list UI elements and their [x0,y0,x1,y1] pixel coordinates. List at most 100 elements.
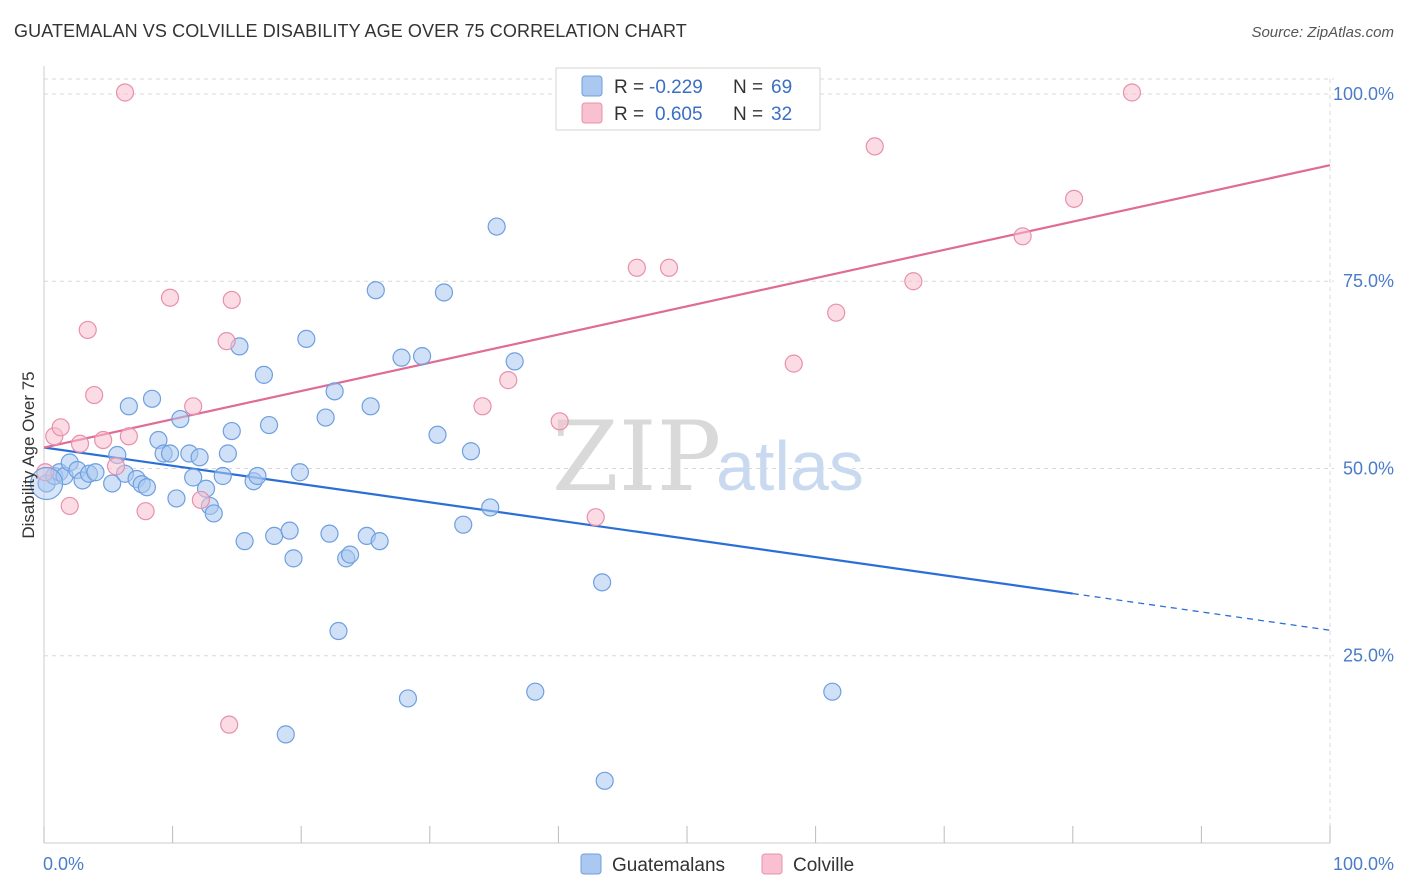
guatemalan-point-59 [461,442,481,461]
legend-n-label-2: N = [733,104,763,125]
colville-point-21 [586,508,605,527]
colville-point-18 [473,397,492,416]
y-tick-label-1: 50.0% [1343,458,1394,478]
guatemalan-point-50 [361,397,380,416]
colville-point-3 [60,496,79,516]
guatemalan-point-65 [595,771,614,790]
grid-lines [44,78,1334,843]
guatemalan-point-45 [325,382,344,401]
legend-n-label-1: N = [733,77,763,98]
colville-point-22 [627,258,646,277]
guatemalan-point-30 [222,421,241,441]
guatemalan-point-20 [167,489,186,508]
legend-n-value-2: 32 [771,104,792,125]
colville-point-11 [115,83,135,102]
watermark-atlas: atlas [716,427,864,505]
guatemalan-point-19 [160,444,180,463]
guatemalan-point-16 [142,389,162,408]
x-tick-label-max: 100.0% [1333,854,1394,874]
legend-r-label-1: R = [614,77,644,98]
colville-point-2 [51,418,70,437]
guatemalan-point-41 [290,463,310,482]
colville-point-27 [904,272,923,291]
colville-trend-line [43,164,1331,449]
guatemalan-point-9 [103,474,122,493]
colville-point-16 [222,290,241,310]
legend-r-value-1: -0.229 [649,77,703,98]
guatemalan-point-40 [284,549,303,568]
colville-point-17 [220,715,239,734]
legend-swatch-guatemalans [581,75,603,97]
guatemalan-point-44 [320,524,339,543]
chart-title: GUATEMALAN VS COLVILLE DISABILITY AGE OV… [14,21,687,41]
colville-point-10 [136,502,155,521]
colville-point-19 [499,371,518,390]
colville-point-9 [119,427,138,446]
guatemalan-point-8 [86,463,105,482]
colville-point-6 [85,385,104,405]
guatemalan-point-53 [392,348,411,367]
colville-point-15 [217,332,236,351]
y-axis-label: Disability Age Over 75 [19,371,38,538]
guatemalan-point-54 [398,689,418,708]
guatemalan-point-60 [481,498,500,517]
guatemalan-point-36 [259,415,279,435]
colville-point-30 [1122,83,1142,102]
watermark: ZIP atlas [552,401,864,513]
guatemalan-point-61 [487,217,506,236]
colville-point-26 [865,137,884,156]
stats-legend: R = -0.229 N = 69 R = 0.605 N = 32 [555,67,821,131]
y-tick-label-2: 75.0% [1343,271,1394,291]
series-label-colville: Colville [793,855,854,876]
guatemalan-point-64 [593,573,612,592]
colville-point-12 [160,288,180,307]
y-tick-label-3: 100.0% [1333,84,1394,104]
series-label-guatemalans: Guatemalans [612,855,725,876]
legend-r-label-2: R = [614,104,644,125]
colville-point-8 [106,457,126,476]
guatemalan-point-28 [213,466,232,486]
x-tick-label-min: 0.0% [43,854,84,874]
guatemalan-point-29 [218,444,237,463]
guatemalan-point-38 [276,725,295,744]
guatemalan-point-39 [280,521,299,540]
source-credit: Source: ZipAtlas.com [1251,24,1394,41]
guatemalan-point-large [29,466,64,501]
guatemalan-point-66 [823,682,842,701]
data-points [29,83,1142,790]
guatemalan-point-37 [265,526,284,546]
legend-n-value-1: 69 [771,77,792,98]
colville-point-5 [78,320,97,340]
series-swatch-guatemalans [580,853,602,875]
guatemalan-point-43 [316,408,335,427]
guatemalan-point-58 [454,515,473,534]
guatemalan-point-48 [340,545,360,564]
series-legend: Guatemalans Colville [580,853,854,876]
guatemalan-point-63 [526,682,545,701]
guatemalan-point-51 [366,281,385,300]
colville-point-20 [550,412,569,431]
colville-point-23 [659,258,679,277]
guatemalan-point-62 [505,352,524,371]
guatemalan-point-55 [412,347,432,366]
axes [43,66,1331,844]
y-tick-label-0: 25.0% [1343,646,1394,666]
colville-point-14 [191,490,210,510]
guatemalan-point-21 [171,409,190,429]
series-swatch-colville [761,853,783,875]
guatemalan-point-46 [329,621,348,641]
colville-point-7 [94,430,113,450]
guatemalan-point-57 [434,283,454,302]
guatemalan-trend-extension [1072,592,1331,631]
guatemalan-point-56 [428,425,447,444]
colville-point-29 [1064,189,1084,208]
colville-point-25 [827,303,846,322]
guatemalan-point-24 [190,448,209,467]
guatemalan-point-34 [248,466,267,486]
trend-lines [43,164,1331,631]
colville-point-4 [70,434,90,453]
guatemalan-point-52 [370,532,389,551]
legend-r-value-2: 0.605 [655,104,703,125]
guatemalan-point-15 [137,478,156,497]
